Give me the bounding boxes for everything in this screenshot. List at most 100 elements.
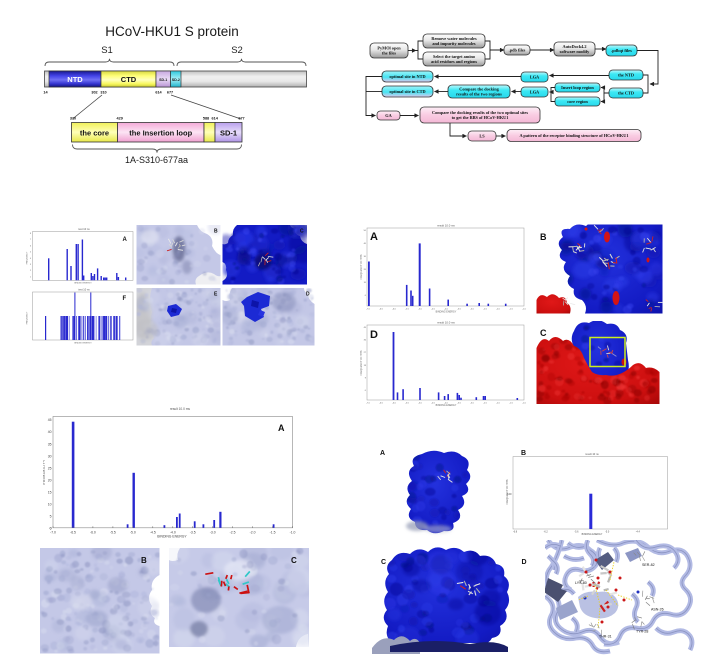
svg-text:result 10.0 ms: result 10.0 ms bbox=[437, 321, 455, 325]
svg-text:BINDING ENERGY: BINDING ENERGY bbox=[74, 283, 92, 285]
svg-text:-5.0: -5.0 bbox=[130, 531, 136, 535]
svg-text:Compare the docking results of: Compare the docking results of the two o… bbox=[432, 110, 528, 115]
svg-text:429: 429 bbox=[117, 117, 123, 121]
svg-text:310: 310 bbox=[70, 117, 76, 121]
svg-text:Select the target amino: Select the target amino bbox=[433, 54, 475, 59]
svg-text:-5.5: -5.5 bbox=[405, 403, 410, 405]
svg-text:BINDING ENERGY: BINDING ENERGY bbox=[436, 311, 457, 314]
svg-text:S2: S2 bbox=[231, 45, 243, 56]
svg-text:the Insertion loop: the Insertion loop bbox=[129, 129, 192, 138]
svg-text:SD-2: SD-2 bbox=[172, 78, 180, 82]
svg-text:27: 27 bbox=[364, 352, 367, 354]
svg-text:1: 1 bbox=[30, 276, 32, 278]
svg-text:A: A bbox=[370, 231, 378, 243]
svg-text:LGA: LGA bbox=[530, 90, 540, 95]
svg-text:E: E bbox=[214, 292, 218, 298]
svg-text:-1.5: -1.5 bbox=[509, 309, 514, 311]
svg-text:-5.0: -5.0 bbox=[418, 309, 423, 311]
svg-text:-3.5: -3.5 bbox=[457, 403, 462, 405]
svg-text:-6.0: -6.0 bbox=[392, 309, 397, 311]
svg-text:-1.0: -1.0 bbox=[290, 531, 296, 535]
svg-text:-4.4: -4.4 bbox=[636, 531, 641, 534]
svg-text:B: B bbox=[214, 229, 218, 235]
svg-text:SD-1: SD-1 bbox=[220, 129, 237, 138]
svg-text:-6.5: -6.5 bbox=[379, 403, 384, 405]
svg-text:NTD: NTD bbox=[67, 75, 83, 84]
svg-text:S1: S1 bbox=[101, 45, 113, 56]
svg-text:-1.5: -1.5 bbox=[270, 531, 276, 535]
svg-text:-4.5: -4.5 bbox=[431, 403, 436, 405]
svg-text:302: 302 bbox=[91, 91, 97, 95]
svg-text:software modify: software modify bbox=[560, 49, 590, 54]
svg-text:B: B bbox=[521, 450, 526, 457]
svg-text:5: 5 bbox=[30, 252, 32, 254]
svg-text:-3.0: -3.0 bbox=[210, 531, 216, 535]
svg-text:-4.0: -4.0 bbox=[444, 309, 449, 311]
svg-text:-3.0: -3.0 bbox=[470, 309, 475, 311]
svg-text:B: B bbox=[540, 232, 547, 242]
svg-text:-5.5: -5.5 bbox=[110, 531, 116, 535]
svg-text:9: 9 bbox=[365, 377, 367, 379]
svg-text:LGA: LGA bbox=[530, 75, 540, 80]
svg-text:AutoDock4.2: AutoDock4.2 bbox=[563, 44, 587, 49]
svg-text:acid residues and regions: acid residues and regions bbox=[431, 59, 477, 64]
svg-text:Compare the docking: Compare the docking bbox=[459, 87, 499, 92]
svg-text:A pattern of the receptor bind: A pattern of the receptor binding struct… bbox=[519, 133, 628, 138]
svg-text:LYS-80: LYS-80 bbox=[575, 581, 587, 585]
svg-text:30: 30 bbox=[364, 256, 367, 258]
svg-text:BINDING ENERGY: BINDING ENERGY bbox=[582, 533, 603, 536]
svg-text:-7.0: -7.0 bbox=[366, 403, 371, 405]
svg-text:-7.0: -7.0 bbox=[50, 531, 56, 535]
svg-text:20: 20 bbox=[48, 478, 52, 482]
svg-text:36: 36 bbox=[364, 340, 367, 342]
svg-text:0: 0 bbox=[365, 390, 367, 392]
svg-text:10: 10 bbox=[48, 502, 52, 506]
svg-text:1A-S310-677aa: 1A-S310-677aa bbox=[125, 155, 188, 165]
svg-text:-5.6: -5.6 bbox=[574, 531, 579, 534]
svg-text:-4.5: -4.5 bbox=[150, 531, 156, 535]
svg-text:the NTD: the NTD bbox=[618, 73, 634, 78]
svg-text:the core: the core bbox=[80, 129, 109, 138]
svg-text:FREQUENCY: FREQUENCY bbox=[27, 311, 29, 324]
svg-text:FREQUENCY: FREQUENCY bbox=[27, 251, 29, 264]
svg-text:test 10 ns: test 10 ns bbox=[78, 227, 90, 231]
svg-text:BINDING ENERGY: BINDING ENERGY bbox=[436, 404, 457, 407]
svg-text:15: 15 bbox=[48, 490, 52, 494]
svg-text:35: 35 bbox=[48, 442, 52, 446]
svg-text:D: D bbox=[370, 329, 378, 341]
svg-text:-3.5: -3.5 bbox=[457, 309, 462, 311]
svg-text:Remove water molecules: Remove water molecules bbox=[431, 36, 477, 41]
svg-text:-1.0: -1.0 bbox=[522, 309, 527, 311]
svg-text:LS: LS bbox=[479, 134, 485, 139]
svg-text:10: 10 bbox=[364, 282, 367, 284]
svg-text:7: 7 bbox=[30, 239, 32, 241]
svg-text:-6.5: -6.5 bbox=[379, 309, 384, 311]
svg-text:Insert loop region: Insert loop region bbox=[561, 85, 594, 90]
svg-text:the CTD: the CTD bbox=[618, 91, 634, 96]
svg-text:677: 677 bbox=[167, 91, 173, 95]
svg-text:-2.5: -2.5 bbox=[230, 531, 236, 535]
svg-text:14: 14 bbox=[43, 91, 48, 95]
svg-text:to get the RBS of HCoV-HKU1: to get the RBS of HCoV-HKU1 bbox=[452, 115, 509, 120]
svg-text:-4.0: -4.0 bbox=[444, 403, 449, 405]
svg-text:0: 0 bbox=[365, 295, 367, 297]
svg-text:result 10.0 ms: result 10.0 ms bbox=[437, 224, 455, 228]
svg-text:CTD: CTD bbox=[121, 75, 137, 84]
svg-text:-5.5: -5.5 bbox=[405, 309, 410, 311]
svg-text:-2.0: -2.0 bbox=[250, 531, 256, 535]
svg-text:.pdb files: .pdb files bbox=[509, 48, 526, 53]
svg-text:C: C bbox=[540, 328, 547, 338]
svg-text:FREQUENCY OF HITS: FREQUENCY OF HITS bbox=[360, 350, 363, 375]
svg-text:5: 5 bbox=[50, 514, 52, 518]
svg-text:SD-1: SD-1 bbox=[159, 78, 167, 82]
svg-text:-5.0: -5.0 bbox=[605, 531, 610, 534]
svg-text:310: 310 bbox=[100, 91, 106, 95]
svg-text:D: D bbox=[306, 292, 310, 298]
svg-text:FREQUENCY OF HITS: FREQUENCY OF HITS bbox=[506, 479, 509, 504]
svg-text:A: A bbox=[380, 450, 385, 457]
svg-text:677: 677 bbox=[238, 117, 244, 121]
svg-text:A: A bbox=[278, 423, 285, 433]
svg-text:-6.8: -6.8 bbox=[513, 531, 518, 534]
svg-text:-2.0: -2.0 bbox=[496, 403, 501, 405]
svg-text:HCoV-HKU1 S protein: HCoV-HKU1 S protein bbox=[105, 24, 239, 39]
